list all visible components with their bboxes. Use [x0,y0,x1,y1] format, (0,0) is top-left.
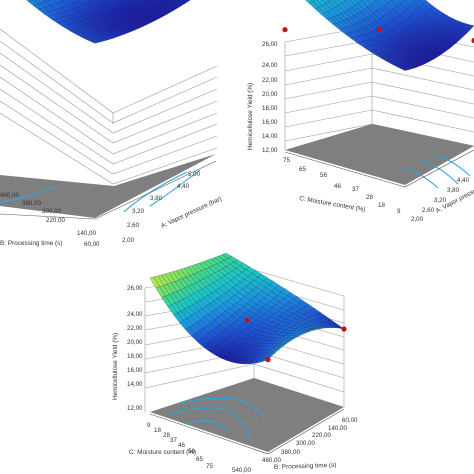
panel-b-z-label: Hemicellulose Yield (%) [247,83,254,150]
panel-c-floor [150,378,344,452]
tick-label: 2,00 [411,216,424,223]
tick-label: 18,00 [262,105,278,112]
tick-label: 16,00 [127,367,143,374]
tick-label: 300,00 [42,208,61,215]
tick-label: 26,00 [127,285,143,292]
tick-label: 14,00 [127,381,143,388]
tick-label: 140,00 [77,230,96,237]
panel-b-x-ticks: 2,00 2,60 3,20 3,80 4,40 [411,177,470,223]
tick-label: 24,00 [127,311,143,318]
tick-label: 12,00 [127,405,143,412]
surface-cell [152,0,158,2]
tick-label: 16,00 [262,119,278,126]
tick-label: 24,00 [262,62,278,69]
panel-b-surface [305,0,474,71]
surface-cell [98,0,105,3]
tick-label: 460,00 [262,457,281,464]
tick-label: 3,80 [150,195,163,202]
panel-a-y-label: B: Processing time (s) [0,240,63,247]
panel-a: a 2,00 2,60 3,20 3,80 4,40 5,00 A: Vapor… [0,0,223,248]
tick-label: 56 [320,172,327,179]
panel-c-z-ticks: 12,00 14,00 16,00 18,00 20,00 22,00 24,0… [127,285,143,412]
panel-a-walls [0,28,218,185]
surface-cell [89,39,102,44]
tick-label: 28 [163,432,170,439]
tick-label: 3,20 [434,197,447,204]
panel-b-y-label: C: Moisture content (%) [299,195,366,214]
surface-cell [398,66,409,71]
panel-c-y-label: C: Moisture content (%) [129,449,196,456]
panel-b-floor [285,124,474,185]
panel-a-y-ticks: 60,00 140,00 220,00 300,00 380,00 460,00 [0,192,100,248]
panel-b-contours [403,153,471,189]
panel-b-floor-axes [284,149,474,188]
tick-label: 140,00 [328,425,347,432]
design-point [265,357,271,363]
tick-label: 56 [188,448,195,455]
tick-label: 20,00 [127,339,143,346]
panel-a-floor-axes [0,160,217,220]
tick-label: 540,00 [232,467,251,474]
tick-label: 9 [147,422,151,429]
tick-label: 37 [352,186,359,193]
tick-label: 60,00 [342,417,358,424]
panel-c-contours [169,397,265,441]
design-point [244,317,250,323]
tick-label: 14,00 [262,133,278,140]
panel-c-y-ticks: 9 18 28 37 46 56 65 75 [147,422,213,470]
tick-label: 4,40 [457,177,470,184]
tick-label: 65 [299,166,306,173]
tick-label: 75 [206,463,213,470]
tick-label: 22,00 [127,325,143,332]
tick-label: 380,00 [22,200,41,207]
tick-label: 18 [378,202,385,209]
panel-a-surface [26,0,191,44]
tick-label: 2,60 [422,207,435,214]
panel-c-x-label: B: Processing time (s) [274,462,337,471]
tick-label: 380,00 [281,449,300,456]
tick-label: 3,80 [447,187,460,194]
panel-b: b 12,00 14,00 16,00 18,00 20,00 22,00 24… [247,0,474,223]
surface-cell [410,0,416,3]
design-point [282,27,288,33]
tick-label: 300,00 [296,440,315,447]
panel-a-x-label: A: Vapor pressure (bar) [160,195,223,229]
panel-a-floor [0,154,216,218]
tick-label: 12,00 [262,147,278,154]
tick-label: 460,00 [0,192,19,199]
design-point [376,26,383,32]
tick-label: 46 [334,183,341,190]
tick-label: 18,00 [127,353,143,360]
tick-label: 2,00 [122,237,135,244]
tick-label: 60,00 [84,241,100,248]
tick-label: 75 [283,157,290,164]
tick-label: 5,00 [188,171,201,178]
tick-label: 3,20 [132,208,145,215]
surface-cell [140,0,148,3]
tick-label: 9 [397,208,401,215]
tick-label: 2,60 [127,222,140,229]
tick-label: 22,00 [262,77,278,84]
tick-label: 26,00 [262,41,278,48]
tick-label: 20,00 [262,91,278,98]
tick-label: 46 [178,442,185,449]
panel-c-floor-axes [149,408,345,455]
tick-label: 220,00 [312,432,331,439]
tick-label: 37 [170,437,177,444]
tick-label: 220,00 [46,217,65,224]
panel-c-surface [149,252,345,365]
tick-label: 28 [366,194,373,201]
tick-label: 4,40 [177,183,190,190]
panel-c-z-label: Hemicellulose Yield (%) [112,333,119,400]
tick-label: 18 [154,427,161,434]
panel-a-x-ticks: 2,00 2,60 3,20 3,80 4,40 5,00 [122,171,201,244]
design-point [471,37,474,44]
tick-label: 65 [196,456,203,463]
panel-b-z-ticks: 12,00 14,00 16,00 18,00 20,00 22,00 24,0… [262,41,278,154]
panel-b-y-ticks: 75 65 56 46 37 28 18 9 [283,157,401,215]
panel-c: c 12,00 14,00 16,00 18,00 20,00 22,00 24… [112,252,358,474]
design-point [341,326,347,332]
panel-c-x-ticks: 540,00 460,00 380,00 300,00 220,00 140,0… [232,417,358,474]
